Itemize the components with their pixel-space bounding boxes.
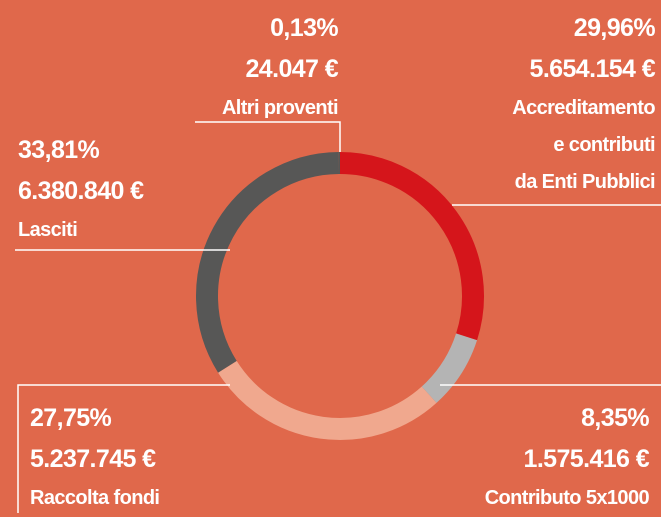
percent-label: 0,13% [222, 8, 338, 49]
category-label: Raccolta fondi [30, 480, 159, 517]
amount-label: 5.237.745 € [30, 439, 159, 480]
slice-label: 33,81%6.380.840 €Lasciti [18, 130, 143, 249]
amount-label: 24.047 € [222, 49, 338, 90]
category-label: Altri proventi [222, 90, 338, 127]
percent-label: 8,35% [485, 398, 649, 439]
category-label: Accreditamento e contributi da Enti Pubb… [512, 90, 655, 201]
slice-label: 0,13%24.047 €Altri proventi [222, 8, 338, 127]
amount-label: 1.575.416 € [485, 439, 649, 480]
slice-label: 29,96%5.654.154 €Accreditamento e contri… [512, 8, 655, 201]
donut-slice [227, 367, 429, 429]
percent-label: 33,81% [18, 130, 143, 171]
category-label: Contributo 5x1000 [485, 480, 649, 517]
percent-label: 27,75% [30, 398, 159, 439]
slice-label: 27,75%5.237.745 €Raccolta fondi [30, 398, 159, 517]
percent-label: 29,96% [512, 8, 655, 49]
donut-slice [340, 163, 473, 337]
slice-label: 8,35%1.575.416 €Contributo 5x1000 [485, 398, 649, 517]
category-label: Lasciti [18, 212, 143, 249]
amount-label: 5.654.154 € [512, 49, 655, 90]
amount-label: 6.380.840 € [18, 171, 143, 212]
donut-slice [429, 337, 466, 395]
donut-slice [207, 163, 339, 367]
